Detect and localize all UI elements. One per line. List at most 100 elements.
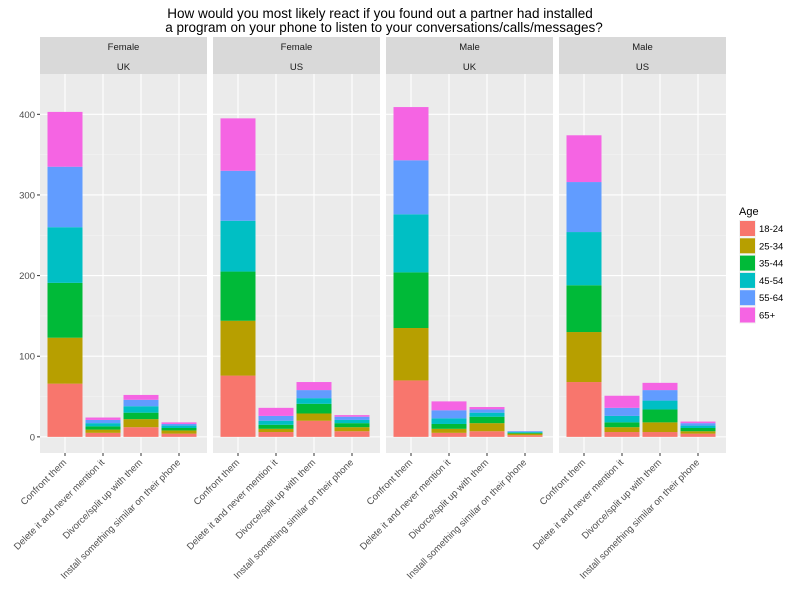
bar-segment-18-24	[604, 432, 640, 437]
legend-label: 18-24	[759, 224, 783, 235]
bar-segment-35-44	[642, 409, 678, 423]
bar-segment-65+	[258, 407, 294, 416]
bar-segment-25-34	[431, 428, 467, 433]
legend-label: 25-34	[759, 241, 783, 252]
bar-segment-18-24	[85, 432, 121, 437]
bar-segment-45-54	[431, 418, 467, 424]
bar-segment-25-34	[604, 427, 640, 433]
bar-segment-65+	[393, 107, 429, 161]
bar-segment-45-54	[123, 406, 159, 413]
bar-segment-55-64	[258, 415, 294, 421]
y-tick-label: 200	[19, 271, 35, 282]
bar-segment-55-64	[642, 390, 678, 401]
bar-segment-25-34	[393, 328, 429, 381]
bar-segment-45-54	[258, 420, 294, 425]
bar-segment-25-34	[680, 431, 716, 434]
bar-segment-25-34	[123, 419, 159, 428]
bar-segment-18-24	[393, 380, 429, 437]
bar-segment-45-54	[85, 423, 121, 427]
facet-strip	[40, 37, 207, 74]
bar-segment-55-64	[123, 399, 159, 407]
bar-segment-45-54	[220, 220, 256, 272]
bar-segment-18-24	[469, 431, 505, 437]
bar-segment-65+	[469, 407, 505, 410]
bar-segment-25-34	[296, 413, 332, 421]
bar-segment-35-44	[566, 285, 602, 333]
bar-segment-18-24	[258, 432, 294, 437]
legend-swatch	[740, 307, 755, 323]
bar-segment-18-24	[296, 420, 332, 437]
bar-segment-55-64	[566, 182, 602, 233]
bar-segment-25-34	[507, 433, 543, 436]
legend-label: 65+	[759, 311, 776, 322]
bar-segment-18-24	[566, 382, 602, 437]
bar-segment-65+	[296, 382, 332, 391]
y-tick-label: 0	[30, 432, 35, 443]
bar-segment-45-54	[642, 400, 678, 410]
bar-segment-18-24	[680, 433, 716, 437]
facet-strip	[386, 37, 553, 74]
bar-segment-35-44	[161, 428, 197, 431]
bar-segment-25-34	[85, 429, 121, 433]
bar-segment-45-54	[161, 425, 197, 429]
bar-segment-35-44	[334, 423, 370, 428]
bar-segment-55-64	[161, 423, 197, 426]
bar-segment-65+	[123, 394, 159, 400]
legend-title: Age	[739, 206, 759, 218]
bar-segment-35-44	[469, 416, 505, 424]
bar-segment-55-64	[431, 410, 467, 419]
bar-segment-18-24	[123, 427, 159, 437]
facet-strip	[213, 37, 380, 74]
bar-segment-65+	[680, 421, 716, 424]
bar-segment-45-54	[566, 232, 602, 286]
bar-segment-35-44	[258, 424, 294, 429]
bar-segment-65+	[334, 415, 370, 417]
bar-segment-55-64	[47, 166, 83, 228]
y-axis: 0 100 200 300 400	[19, 110, 40, 443]
bar-segment-18-24	[47, 383, 83, 437]
facet-strip-label: US	[636, 62, 649, 73]
facet-strip-label: Female	[281, 42, 313, 53]
bar-segment-55-64	[469, 409, 505, 413]
bar-segment-45-54	[393, 214, 429, 273]
facet-strip-label: US	[290, 62, 303, 73]
bar-segment-35-44	[507, 432, 543, 434]
bar-segment-65+	[220, 118, 256, 171]
bar-segment-35-44	[680, 428, 716, 432]
bar-segment-55-64	[85, 419, 121, 424]
bar-segment-18-24	[431, 432, 467, 437]
bar-segment-65+	[85, 417, 121, 420]
bar-segment-25-34	[642, 422, 678, 433]
bar-segment-18-24	[642, 432, 678, 437]
bar-segment-45-54	[296, 398, 332, 404]
bar-segment-45-54	[47, 227, 83, 283]
bar-segment-35-44	[85, 426, 121, 430]
bar-segment-55-64	[393, 160, 429, 215]
bar-segment-55-64	[220, 170, 256, 221]
bar-segment-18-24	[161, 433, 197, 437]
facet-strip-label: UK	[463, 62, 477, 73]
bar-segment-45-54	[507, 432, 543, 433]
legend-label: 45-54	[759, 276, 783, 287]
y-tick-label: 400	[19, 110, 35, 121]
bar-segment-18-24	[507, 435, 543, 437]
bar-segment-45-54	[469, 412, 505, 417]
legend-swatch	[740, 272, 755, 288]
bar-segment-65+	[604, 395, 640, 408]
chart-title-line-2: a program on your phone to listen to you…	[165, 20, 602, 35]
bar-segment-65+	[431, 401, 467, 411]
facet-strip-label: Male	[632, 42, 653, 53]
legend-swatch	[740, 221, 755, 236]
bar-segment-65+	[642, 382, 678, 391]
bar-segment-65+	[47, 111, 83, 167]
bar-segment-25-34	[220, 320, 256, 376]
bar-segment-35-44	[393, 272, 429, 329]
bar-segment-25-34	[47, 337, 83, 384]
bar-segment-55-64	[604, 407, 640, 416]
bar-segment-25-34	[258, 428, 294, 433]
